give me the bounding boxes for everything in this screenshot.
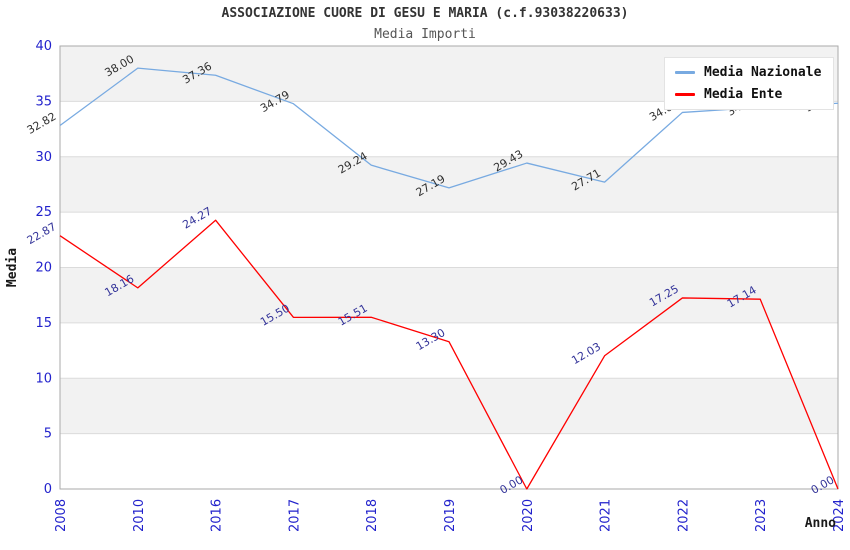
- svg-text:15: 15: [35, 316, 52, 331]
- legend-item-media-ente: Media Ente: [675, 87, 821, 102]
- svg-text:2020: 2020: [521, 499, 536, 532]
- svg-text:2010: 2010: [132, 499, 147, 532]
- svg-text:Media: Media: [5, 248, 20, 287]
- svg-text:2021: 2021: [599, 499, 614, 532]
- svg-text:2008: 2008: [54, 499, 69, 532]
- svg-text:25: 25: [35, 205, 52, 220]
- svg-text:Anno: Anno: [805, 516, 836, 531]
- svg-text:35: 35: [35, 94, 52, 109]
- svg-text:40: 40: [35, 39, 52, 54]
- svg-text:2024: 2024: [832, 499, 847, 532]
- legend-label-media-nazionale: Media Nazionale: [704, 65, 822, 80]
- svg-text:2022: 2022: [676, 499, 691, 532]
- svg-text:22.87: 22.87: [25, 220, 59, 247]
- svg-text:2016: 2016: [210, 499, 225, 532]
- legend: Media Nazionale Media Ente: [664, 57, 835, 110]
- svg-text:0.00: 0.00: [498, 473, 526, 497]
- svg-text:13.30: 13.30: [414, 326, 448, 353]
- legend-label-media-ente: Media Ente: [704, 87, 783, 102]
- legend-item-media-nazionale: Media Nazionale: [675, 65, 821, 80]
- svg-text:10: 10: [35, 371, 52, 386]
- svg-text:30: 30: [35, 150, 52, 165]
- svg-text:12.03: 12.03: [569, 340, 603, 367]
- svg-text:32.82: 32.82: [25, 110, 59, 137]
- svg-text:0: 0: [44, 482, 52, 497]
- line-swatch-icon: [675, 71, 695, 74]
- svg-text:20: 20: [35, 261, 52, 276]
- svg-text:2023: 2023: [754, 499, 769, 532]
- chart-title: ASSOCIAZIONE CUORE DI GESU E MARIA (c.f.…: [221, 6, 629, 21]
- svg-text:2018: 2018: [365, 499, 380, 532]
- svg-text:2019: 2019: [443, 499, 458, 532]
- line-swatch-icon: [675, 93, 695, 96]
- svg-text:2017: 2017: [287, 499, 302, 532]
- svg-text:5: 5: [44, 427, 52, 442]
- chart-subtitle: Media Importi: [374, 27, 476, 42]
